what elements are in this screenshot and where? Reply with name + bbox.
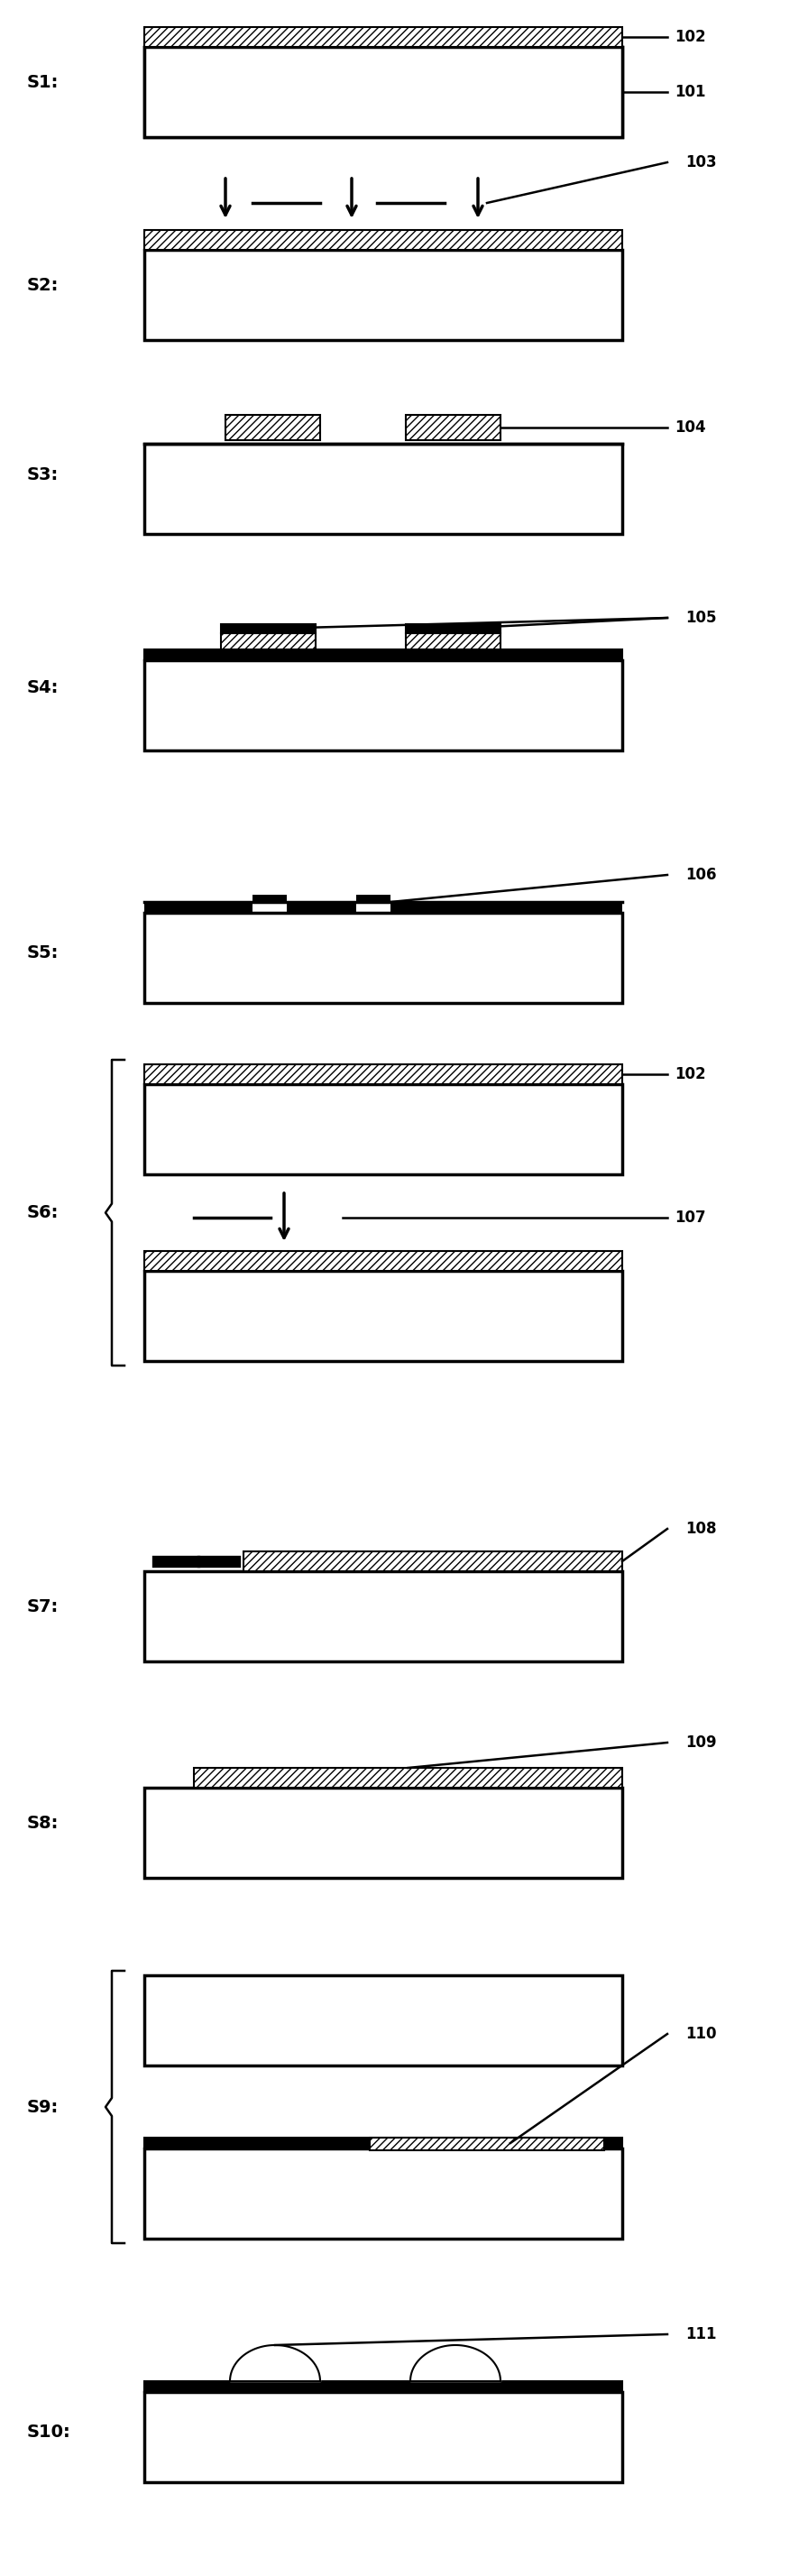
Bar bbox=[390, 902, 622, 912]
Text: 103: 103 bbox=[685, 155, 717, 170]
Bar bbox=[194, 1767, 622, 1788]
Bar bbox=[145, 659, 622, 750]
Text: S8:: S8: bbox=[27, 1814, 59, 1832]
Bar bbox=[145, 1270, 622, 1360]
Text: S4:: S4: bbox=[27, 677, 59, 696]
Text: S3:: S3: bbox=[27, 466, 59, 484]
Text: 102: 102 bbox=[675, 1066, 705, 1082]
Bar bbox=[145, 28, 622, 46]
Text: 106: 106 bbox=[685, 866, 717, 884]
Text: 111: 111 bbox=[685, 2326, 717, 2342]
Text: 109: 109 bbox=[685, 1734, 717, 1752]
Text: 110: 110 bbox=[685, 2025, 717, 2043]
Bar bbox=[145, 902, 252, 912]
Text: 107: 107 bbox=[675, 1208, 705, 1226]
Text: 101: 101 bbox=[675, 85, 705, 100]
Bar bbox=[145, 2148, 622, 2239]
Bar bbox=[145, 912, 622, 1002]
Bar bbox=[145, 1571, 622, 1662]
Bar bbox=[221, 634, 316, 649]
Bar bbox=[145, 1252, 622, 1270]
Bar bbox=[145, 2138, 622, 2148]
Bar bbox=[287, 902, 356, 912]
Text: S7:: S7: bbox=[27, 1597, 59, 1615]
Text: 108: 108 bbox=[685, 1520, 717, 1538]
Bar bbox=[221, 623, 316, 634]
Text: S6:: S6: bbox=[27, 1203, 59, 1221]
Bar bbox=[145, 1064, 622, 1084]
Text: 104: 104 bbox=[675, 420, 705, 435]
Text: S5:: S5: bbox=[27, 943, 59, 961]
Bar bbox=[370, 2138, 604, 2151]
Bar bbox=[145, 229, 622, 250]
Bar bbox=[406, 634, 500, 649]
Bar bbox=[406, 415, 500, 440]
Bar bbox=[145, 1788, 622, 1878]
Bar bbox=[252, 894, 287, 902]
Bar bbox=[145, 46, 622, 137]
Bar bbox=[145, 250, 622, 340]
Bar bbox=[145, 1976, 622, 2066]
Bar bbox=[145, 2393, 622, 2483]
Bar bbox=[145, 1084, 622, 1175]
Bar bbox=[243, 1551, 622, 1571]
Bar bbox=[225, 415, 320, 440]
Text: S9:: S9: bbox=[27, 2099, 59, 2115]
Text: S2:: S2: bbox=[27, 276, 59, 294]
Text: S1:: S1: bbox=[27, 75, 59, 90]
Text: 105: 105 bbox=[685, 611, 717, 626]
Bar bbox=[145, 2380, 622, 2393]
Bar bbox=[145, 649, 622, 659]
Bar bbox=[406, 623, 500, 634]
Bar bbox=[145, 443, 622, 533]
Bar bbox=[356, 894, 390, 902]
Text: S10:: S10: bbox=[27, 2424, 71, 2439]
Bar bbox=[145, 46, 622, 137]
Text: 102: 102 bbox=[675, 28, 705, 46]
